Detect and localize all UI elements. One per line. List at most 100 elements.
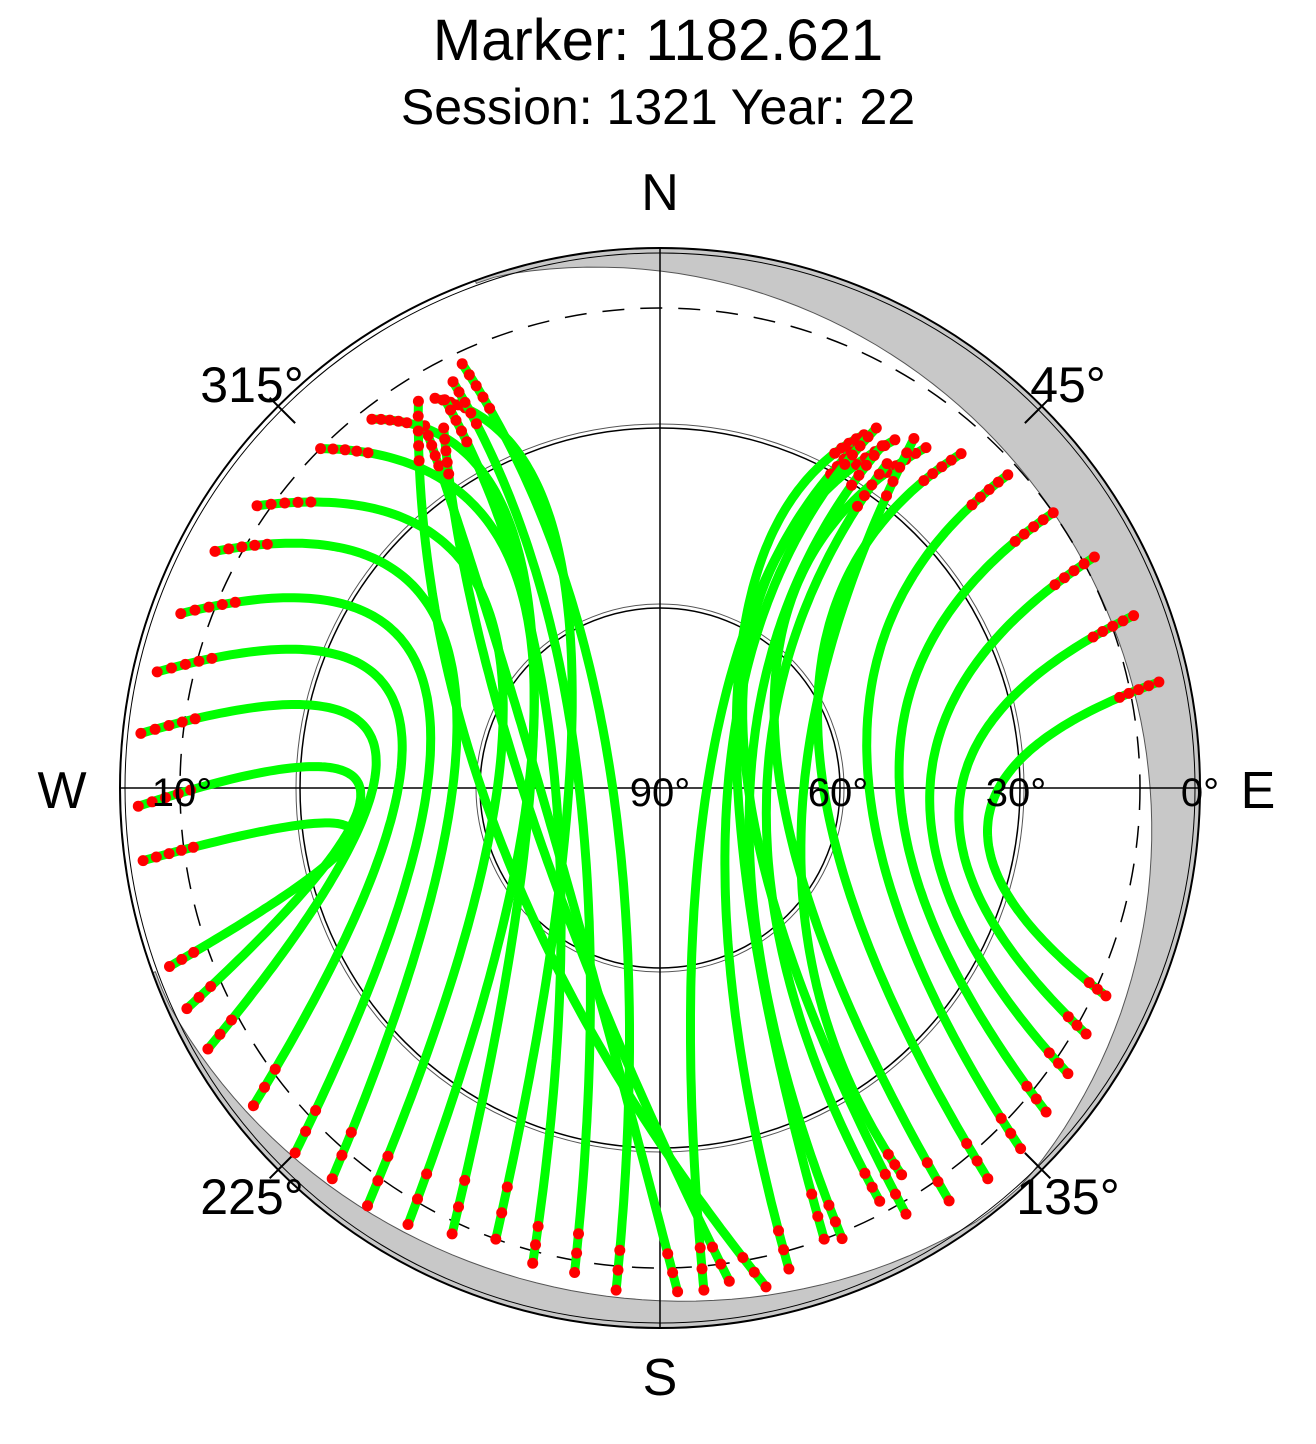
track-flagged-point bbox=[806, 1188, 818, 1200]
track-flagged-point bbox=[1002, 469, 1014, 481]
track-flagged-point bbox=[185, 784, 197, 796]
track-flagged-point bbox=[226, 1014, 237, 1026]
track-flagged-point bbox=[187, 841, 199, 853]
track-flagged-point bbox=[672, 1286, 684, 1298]
satellite-track-east-5 bbox=[894, 507, 1059, 1118]
track-flagged-point bbox=[943, 1195, 955, 1207]
track-flagged-point bbox=[610, 1284, 622, 1296]
track-flagged-point bbox=[470, 380, 482, 392]
track-flagged-point bbox=[1068, 565, 1080, 577]
track-flagged-point bbox=[351, 445, 363, 457]
track-valid-segment bbox=[925, 552, 1099, 1079]
track-flagged-point bbox=[723, 1275, 735, 1287]
track-flagged-point bbox=[1071, 1019, 1083, 1031]
track-flagged-point bbox=[1040, 1106, 1052, 1118]
track-valid-segment bbox=[983, 677, 1164, 1001]
track-flagged-point bbox=[176, 716, 188, 728]
track-flagged-point bbox=[860, 459, 872, 471]
track-flagged-point bbox=[1107, 620, 1119, 632]
compass-west-label: W bbox=[37, 762, 86, 820]
track-flagged-point bbox=[236, 541, 248, 553]
track-flagged-point bbox=[614, 1244, 626, 1256]
compass-east-label: E bbox=[1241, 762, 1276, 820]
track-valid-segment bbox=[894, 508, 1058, 1117]
track-flagged-point bbox=[179, 658, 191, 670]
track-flagged-point bbox=[366, 413, 378, 425]
azimuth-label-315: 315° bbox=[200, 357, 303, 413]
track-flagged-point bbox=[223, 543, 235, 555]
track-flagged-point bbox=[829, 1216, 841, 1228]
track-flagged-point bbox=[1114, 691, 1126, 703]
track-flagged-point bbox=[698, 1284, 710, 1296]
track-flagged-point bbox=[163, 848, 175, 860]
track-flagged-point bbox=[890, 1188, 901, 1200]
track-flagged-point bbox=[846, 479, 858, 491]
track-flagged-point bbox=[927, 468, 939, 480]
track-flagged-point bbox=[1062, 1011, 1074, 1023]
satellite-track-west-9 bbox=[137, 818, 356, 972]
track-flagged-point bbox=[135, 727, 147, 739]
track-flagged-point bbox=[292, 496, 304, 508]
track-flagged-point bbox=[569, 1267, 581, 1278]
track-flagged-point bbox=[251, 500, 263, 512]
elevation-label-60: 60° bbox=[808, 771, 869, 815]
track-flagged-point bbox=[484, 402, 496, 414]
track-flagged-point bbox=[707, 1241, 718, 1253]
track-flagged-point bbox=[859, 1167, 871, 1179]
track-flagged-point bbox=[440, 445, 452, 457]
track-flagged-point bbox=[866, 479, 878, 491]
track-flagged-point bbox=[889, 1159, 901, 1171]
track-flagged-point bbox=[667, 1267, 679, 1279]
track-flagged-point bbox=[1028, 521, 1040, 533]
track-flagged-point bbox=[214, 1028, 226, 1040]
track-flagged-point bbox=[149, 723, 161, 735]
track-flagged-point bbox=[1030, 1093, 1042, 1105]
track-flagged-point bbox=[829, 447, 841, 459]
track-flagged-point bbox=[392, 415, 404, 427]
track-flagged-point bbox=[1153, 676, 1165, 688]
track-flagged-point bbox=[1128, 610, 1140, 622]
satellite-track-east-13 bbox=[796, 433, 920, 1181]
track-flagged-point bbox=[189, 604, 201, 616]
track-flagged-point bbox=[662, 1248, 674, 1260]
satellite-track-west-14 bbox=[438, 422, 735, 1287]
track-flagged-point bbox=[132, 800, 144, 812]
track-flagged-point bbox=[887, 476, 899, 487]
track-valid-segment bbox=[761, 459, 892, 1206]
satellite-track-east-4 bbox=[862, 469, 1027, 1155]
track-flagged-point bbox=[477, 391, 489, 403]
track-valid-segment bbox=[686, 440, 863, 1295]
track-flagged-point bbox=[249, 539, 261, 551]
track-flagged-point bbox=[326, 1173, 338, 1185]
track-flagged-point bbox=[259, 1081, 270, 1093]
azimuth-label-135: 135° bbox=[1016, 1169, 1119, 1225]
track-flagged-point bbox=[461, 436, 473, 448]
track-flagged-point bbox=[216, 599, 228, 610]
track-flagged-point bbox=[206, 652, 218, 664]
track-flagged-point bbox=[573, 1228, 584, 1240]
track-valid-segment bbox=[152, 644, 407, 1111]
track-flagged-point bbox=[760, 1281, 772, 1293]
track-flagged-point bbox=[955, 448, 967, 460]
track-flagged-point bbox=[936, 461, 948, 473]
track-flagged-point bbox=[345, 1126, 357, 1138]
satellite-track-east-8 bbox=[983, 676, 1165, 1002]
track-flagged-point bbox=[163, 720, 175, 731]
track-flagged-point bbox=[961, 1138, 973, 1149]
track-valid-segment bbox=[138, 818, 356, 971]
track-flagged-point bbox=[413, 440, 425, 452]
track-flagged-point bbox=[1091, 983, 1103, 995]
track-flagged-point bbox=[463, 369, 475, 381]
track-flagged-point bbox=[853, 469, 865, 481]
track-valid-segment bbox=[954, 611, 1139, 1039]
track-flagged-point bbox=[441, 456, 453, 468]
track-flagged-point bbox=[279, 497, 291, 509]
track-flagged-point bbox=[862, 431, 874, 443]
track-valid-segment bbox=[210, 538, 462, 1184]
track-flagged-point bbox=[870, 422, 882, 434]
track-valid-segment bbox=[448, 377, 595, 1277]
track-flagged-point bbox=[315, 443, 327, 455]
satellite-tracks bbox=[132, 358, 1165, 1298]
track-flagged-point bbox=[193, 655, 205, 667]
